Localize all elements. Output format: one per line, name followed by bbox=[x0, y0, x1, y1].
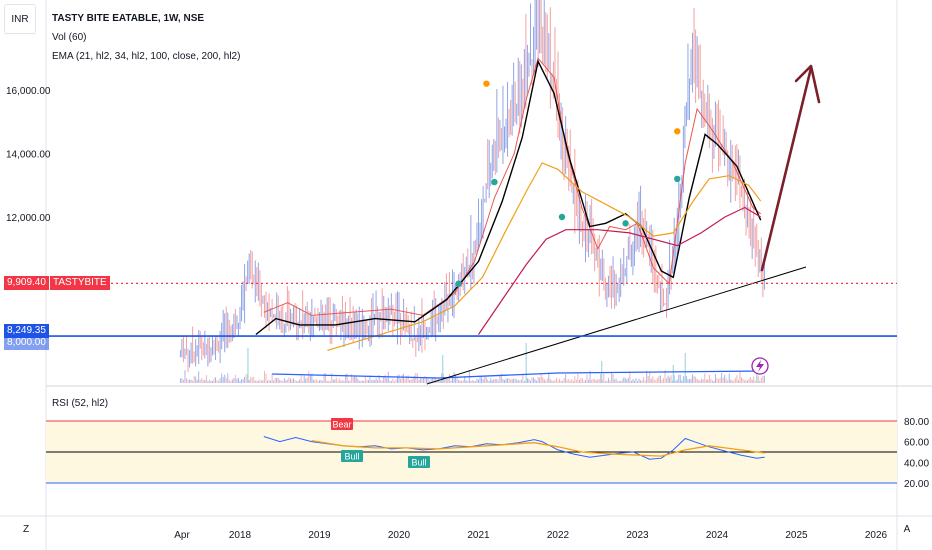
current-price-label: 9,909.40 bbox=[4, 276, 49, 290]
signal-dot bbox=[558, 213, 566, 221]
symbol-tag: TASTYBITE bbox=[50, 276, 110, 290]
level-partial-label: 8,000.00 bbox=[4, 336, 49, 350]
log-scale-button[interactable]: Z bbox=[18, 521, 34, 537]
signal-dot bbox=[491, 178, 498, 186]
time-tick-label: 2020 bbox=[388, 530, 411, 541]
time-tick-label: 2018 bbox=[229, 530, 252, 541]
auto-scale-button[interactable]: A bbox=[899, 521, 915, 537]
rsi-tick-label: 60.00 bbox=[904, 438, 929, 449]
ema-indicator-label[interactable]: EMA (21, hl2, 34, hl2, 100, close, 200, … bbox=[52, 51, 241, 62]
rsi-indicator-label[interactable]: RSI (52, hl2) bbox=[52, 398, 109, 409]
time-tick-label: Apr bbox=[174, 530, 190, 541]
level-price-label: 8,249.35 bbox=[4, 324, 49, 338]
signal-dot bbox=[455, 280, 462, 287]
bear-signal-label-box bbox=[331, 418, 353, 430]
signal-dot bbox=[674, 128, 681, 135]
chart-title: TASTY BITE EATABLE, 1W, NSE bbox=[52, 13, 205, 24]
currency-button[interactable]: INR bbox=[4, 4, 36, 34]
auto-scale-label: A bbox=[903, 523, 911, 535]
rsi-tick-label: 20.00 bbox=[904, 479, 929, 490]
rsi-tick-label: 80.00 bbox=[904, 417, 929, 428]
ema21-line bbox=[263, 57, 762, 316]
alert-lightning-glyph bbox=[756, 360, 764, 372]
candles-group bbox=[179, 0, 765, 373]
projection-arrow-shaft bbox=[760, 66, 813, 272]
time-tick-label: 2025 bbox=[785, 530, 808, 541]
price-tick-label: 14,000.00 bbox=[6, 150, 51, 161]
bull-signal-label-2-box bbox=[408, 456, 430, 468]
volume-ma-line bbox=[271, 370, 765, 379]
time-tick-label: 2019 bbox=[308, 530, 331, 541]
bear-signal-label: Bear bbox=[332, 420, 351, 430]
rsi-ma-line bbox=[311, 439, 765, 457]
price-tick-label: 12,000.00 bbox=[6, 213, 51, 224]
ema100-line bbox=[327, 162, 762, 351]
time-tick-label: 2021 bbox=[467, 530, 490, 541]
time-tick-label: 2026 bbox=[865, 530, 888, 541]
volume-group bbox=[179, 343, 765, 383]
projection-arrow-head bbox=[794, 64, 821, 104]
price-tick-label: 16,000.00 bbox=[6, 86, 51, 97]
time-tick-label: 2022 bbox=[547, 530, 570, 541]
signal-dot bbox=[674, 175, 681, 183]
bull-signal-label-box bbox=[341, 450, 363, 462]
bull-signal-label-2: Bull bbox=[411, 458, 426, 468]
time-tick-label: 2023 bbox=[626, 530, 649, 541]
support-trendline bbox=[426, 266, 807, 385]
signal-dot bbox=[483, 80, 490, 87]
rsi-tick-label: 40.00 bbox=[904, 458, 929, 469]
ema200-line bbox=[478, 206, 762, 335]
volume-indicator-label[interactable]: Vol (60) bbox=[52, 32, 87, 43]
signal-dot bbox=[622, 220, 629, 227]
currency-label: INR bbox=[11, 13, 29, 25]
log-scale-label: Z bbox=[22, 523, 30, 535]
bull-signal-label: Bull bbox=[344, 452, 359, 462]
ema34-line bbox=[255, 59, 762, 336]
time-tick-label: 2024 bbox=[706, 530, 729, 541]
